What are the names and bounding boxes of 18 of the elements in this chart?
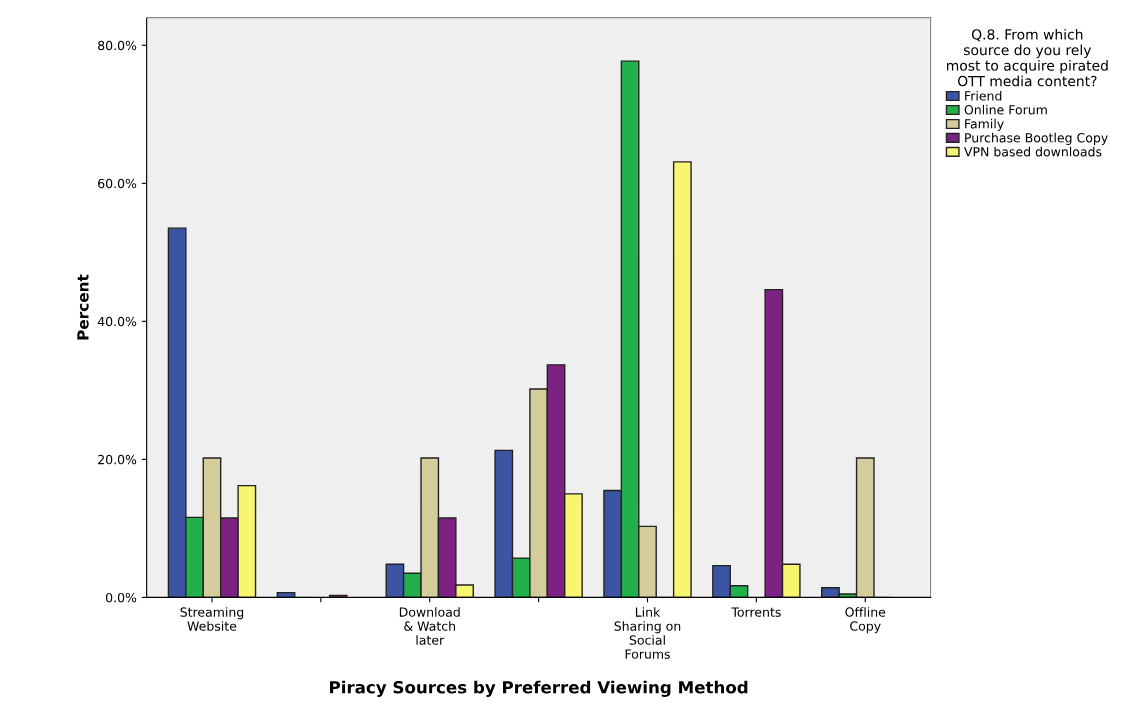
x-tick-label: Link Sharing on Social Forums xyxy=(614,607,681,659)
y-tick-label: 0.0% xyxy=(105,592,137,603)
x-tick-label: Offline Copy xyxy=(845,607,886,634)
x-tick-label: Streaming Website xyxy=(180,607,244,631)
y-tick-label: 20.0% xyxy=(98,454,137,465)
y-tick-label: 60.0% xyxy=(98,178,137,189)
x-tick-label: Download & Watch later xyxy=(399,607,460,645)
legend-label: Friend xyxy=(965,90,1002,101)
legend-label: VPN based downloads xyxy=(964,146,1102,157)
legend-label: Family xyxy=(965,118,1004,131)
y-axis-title: Percent xyxy=(77,274,89,340)
legend-label: Purchase Bootleg Copy xyxy=(965,132,1108,145)
legend-label: Online Forum xyxy=(964,104,1047,115)
x-axis-title: Piracy Sources by Preferred Viewing Method xyxy=(330,680,748,697)
y-tick-label: 40.0% xyxy=(97,316,137,327)
x-tick-label: Torrents xyxy=(731,607,781,617)
legend-title: Q.8. From which source do you rely most to acquire pirated OTT media content? xyxy=(947,28,1108,87)
y-tick-label: 80.0% xyxy=(98,40,137,51)
